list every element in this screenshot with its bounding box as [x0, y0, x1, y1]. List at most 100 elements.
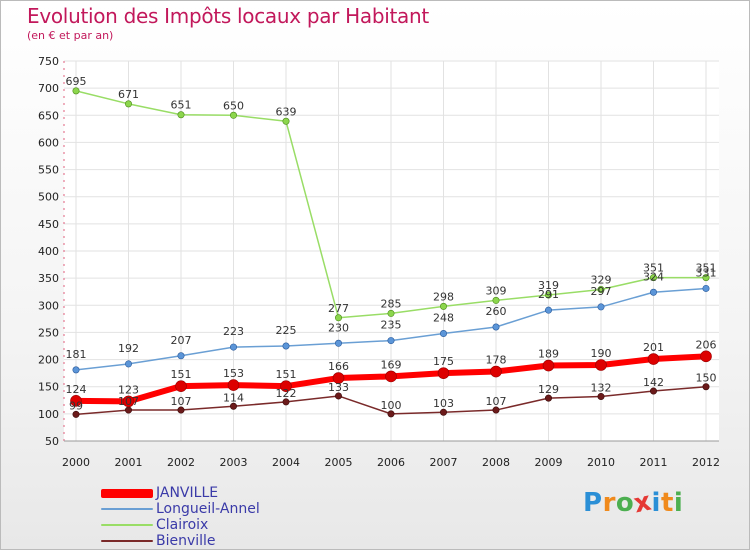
data-point-bienville — [492, 406, 500, 414]
data-point-janville — [280, 380, 292, 392]
y-tick-label: 450 — [38, 218, 59, 231]
data-label-janville: 178 — [486, 354, 507, 367]
data-label-janville: 123 — [118, 383, 139, 396]
y-tick-label: 400 — [38, 245, 59, 258]
data-point-clairoix — [544, 291, 552, 299]
data-label-bienville: 133 — [328, 381, 349, 394]
data-label-clairoix: 671 — [118, 88, 139, 101]
data-label-clairoix: 309 — [486, 284, 507, 297]
data-label-janville: 175 — [433, 355, 454, 368]
data-label-janville: 166 — [328, 360, 349, 373]
data-point-longueil-annel — [544, 306, 552, 314]
data-point-janville — [70, 395, 82, 407]
y-tick-label: 550 — [38, 164, 59, 177]
data-label-bienville: 99 — [69, 399, 83, 412]
legend: JANVILLE Longueil-Annel Clairoix Bienville — [101, 485, 331, 549]
proxiti-logo: Proxiti — [583, 487, 684, 520]
data-label-clairoix: 695 — [66, 75, 87, 88]
data-label-bienville: 100 — [381, 399, 402, 412]
x-tick-label: 2002 — [167, 456, 195, 469]
data-label-clairoix: 351 — [643, 262, 664, 275]
data-label-bienville: 107 — [486, 395, 507, 408]
data-point-clairoix — [72, 87, 80, 95]
data-point-bienville — [334, 392, 342, 400]
x-tick-label: 2006 — [377, 456, 405, 469]
y-tick-label: 500 — [38, 191, 59, 204]
data-point-longueil-annel — [492, 323, 500, 331]
logo-letter: t — [660, 488, 674, 518]
x-tick-label: 2009 — [535, 456, 563, 469]
data-point-janville — [595, 359, 607, 371]
data-label-longueil-annel: 260 — [486, 305, 507, 318]
data-label-longueil-annel: 331 — [696, 266, 717, 279]
data-label-janville: 124 — [66, 383, 87, 396]
data-point-bienville — [597, 392, 605, 400]
data-label-longueil-annel: 181 — [66, 348, 87, 361]
y-tick-label: 750 — [38, 55, 59, 68]
data-label-clairoix: 650 — [223, 99, 244, 112]
data-label-clairoix: 298 — [433, 290, 454, 303]
y-tick-label: 150 — [38, 381, 59, 394]
data-label-clairoix: 319 — [538, 279, 559, 292]
x-tick-label: 2005 — [325, 456, 353, 469]
data-label-janville: 201 — [643, 341, 664, 354]
y-tick-label: 250 — [38, 326, 59, 339]
data-point-clairoix — [597, 286, 605, 294]
y-tick-label: 650 — [38, 109, 59, 122]
data-point-bienville — [230, 402, 238, 410]
data-point-janville — [175, 380, 187, 392]
data-label-bienville: 142 — [643, 376, 664, 389]
legend-swatch — [101, 524, 153, 526]
data-point-bienville — [544, 394, 552, 402]
data-label-bienville: 129 — [538, 383, 559, 396]
data-point-longueil-annel — [387, 337, 395, 345]
legend-label: Longueil-Annel — [156, 501, 260, 517]
data-label-janville: 169 — [381, 358, 402, 371]
data-point-bienville — [387, 410, 395, 418]
chart-title: Evolution des Impôts locaux par Habitant — [27, 4, 429, 28]
data-point-longueil-annel — [230, 343, 238, 351]
data-label-longueil-annel: 207 — [171, 334, 192, 347]
data-label-longueil-annel: 230 — [328, 321, 349, 334]
legend-swatch — [101, 508, 153, 510]
y-tick-label: 100 — [38, 408, 59, 421]
legend-label: JANVILLE — [156, 485, 219, 501]
data-point-clairoix — [439, 302, 447, 310]
data-label-clairoix: 277 — [328, 302, 349, 315]
data-point-janville — [332, 372, 345, 384]
data-label-bienville: 122 — [276, 387, 297, 400]
data-label-janville: 151 — [171, 368, 192, 381]
data-point-longueil-annel — [702, 284, 710, 292]
data-point-janville — [647, 353, 660, 365]
data-label-longueil-annel: 291 — [538, 288, 559, 301]
x-tick-label: 2000 — [62, 456, 90, 469]
logo-letter: i — [673, 488, 684, 518]
logo-letter: i — [651, 488, 661, 518]
data-point-clairoix — [702, 274, 710, 282]
data-point-longueil-annel — [334, 339, 342, 347]
x-tick-label: 2010 — [587, 456, 615, 469]
data-label-bienville: 132 — [591, 381, 612, 394]
data-point-longueil-annel — [439, 330, 447, 338]
data-point-bienville — [72, 410, 80, 418]
data-point-clairoix — [334, 314, 342, 322]
data-point-longueil-annel — [649, 288, 657, 296]
logo-letter: o — [615, 488, 635, 518]
data-point-janville — [490, 365, 502, 378]
data-label-bienville: 114 — [223, 391, 244, 404]
x-tick-label: 2007 — [430, 456, 458, 469]
logo-letter: r — [602, 488, 616, 518]
data-label-longueil-annel: 248 — [433, 312, 454, 325]
data-label-janville: 206 — [696, 338, 717, 351]
data-point-clairoix — [125, 100, 133, 108]
legend-item-longueil-annel: Longueil-Annel — [101, 501, 331, 517]
data-label-janville: 153 — [223, 367, 244, 380]
data-point-clairoix — [649, 274, 657, 282]
data-label-clairoix: 329 — [591, 274, 612, 287]
data-point-janville — [227, 379, 240, 391]
data-label-janville: 189 — [538, 348, 559, 361]
data-point-bienville — [177, 406, 185, 414]
data-label-longueil-annel: 297 — [591, 285, 612, 298]
